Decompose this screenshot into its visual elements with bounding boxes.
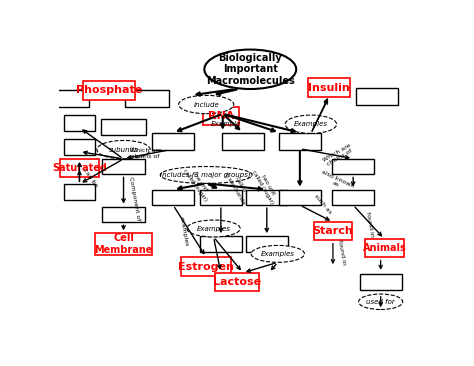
Text: can be: can be <box>82 168 99 188</box>
Text: subunits: subunits <box>109 147 138 153</box>
Bar <box>152 190 194 205</box>
Ellipse shape <box>179 96 234 114</box>
Text: Insulin: Insulin <box>309 83 350 93</box>
Bar <box>332 190 374 205</box>
Bar <box>308 78 350 97</box>
Text: Which are
chains of: Which are chains of <box>130 149 161 159</box>
Text: Called
di saccharide: Called di saccharide <box>224 168 251 205</box>
Text: Include: Include <box>193 101 219 108</box>
Bar <box>222 133 264 150</box>
Text: Component of: Component of <box>128 176 141 221</box>
Ellipse shape <box>160 167 252 183</box>
Bar <box>314 222 352 240</box>
Text: found in: found in <box>337 239 347 266</box>
Text: used for: used for <box>366 299 395 305</box>
Bar <box>55 90 89 107</box>
Text: Saturated: Saturated <box>52 163 107 173</box>
Bar <box>64 115 95 131</box>
Bar <box>246 236 288 252</box>
Bar <box>182 257 231 276</box>
Ellipse shape <box>359 294 403 310</box>
Text: Lactose: Lactose <box>213 277 262 287</box>
Bar <box>125 90 170 107</box>
Bar <box>200 190 242 205</box>
Bar <box>102 207 145 222</box>
Text: Biologically
Important
Macromolecules: Biologically Important Macromolecules <box>206 53 295 86</box>
Text: Estrogen: Estrogen <box>178 262 234 272</box>
Bar <box>83 81 135 100</box>
Bar <box>202 107 239 125</box>
Text: also known
as: also known as <box>318 169 355 194</box>
Text: one unit
called (sugar): one unit called (sugar) <box>182 165 212 202</box>
Text: Phosphate: Phosphate <box>76 85 142 96</box>
Bar <box>279 133 321 150</box>
Text: found in: found in <box>365 211 374 238</box>
Ellipse shape <box>97 141 150 159</box>
Bar <box>60 159 99 177</box>
Bar <box>332 159 374 174</box>
Ellipse shape <box>204 49 296 89</box>
Bar <box>360 274 402 290</box>
Bar <box>356 87 398 105</box>
Text: Examples: Examples <box>197 225 230 232</box>
Bar <box>64 139 95 154</box>
Text: Examples: Examples <box>294 121 328 127</box>
Bar <box>101 119 146 135</box>
Ellipse shape <box>187 220 240 237</box>
Text: Examples: Examples <box>261 251 295 257</box>
Text: Cell
Membrane: Cell Membrane <box>94 233 153 255</box>
Ellipse shape <box>251 246 304 262</box>
Bar <box>152 133 194 150</box>
Text: such as: such as <box>313 194 333 215</box>
Bar <box>200 236 242 252</box>
Text: Includes (3 major groups):: Includes (3 major groups): <box>160 172 253 178</box>
Bar <box>246 190 288 205</box>
Bar <box>279 190 321 205</box>
Bar <box>102 159 145 174</box>
Bar <box>95 234 152 255</box>
Text: Which are
chains of: Which are chains of <box>322 143 355 168</box>
Text: RNA: RNA <box>208 111 234 121</box>
Bar <box>64 184 95 199</box>
Text: Example: Example <box>211 121 242 127</box>
Bar <box>365 239 404 257</box>
Text: two unit
called (sugar): two unit called (sugar) <box>251 167 279 205</box>
Text: examples: examples <box>179 216 189 247</box>
Text: Starch: Starch <box>312 226 353 236</box>
Ellipse shape <box>285 115 337 133</box>
Text: Animals: Animals <box>363 243 406 253</box>
Bar <box>215 273 259 291</box>
